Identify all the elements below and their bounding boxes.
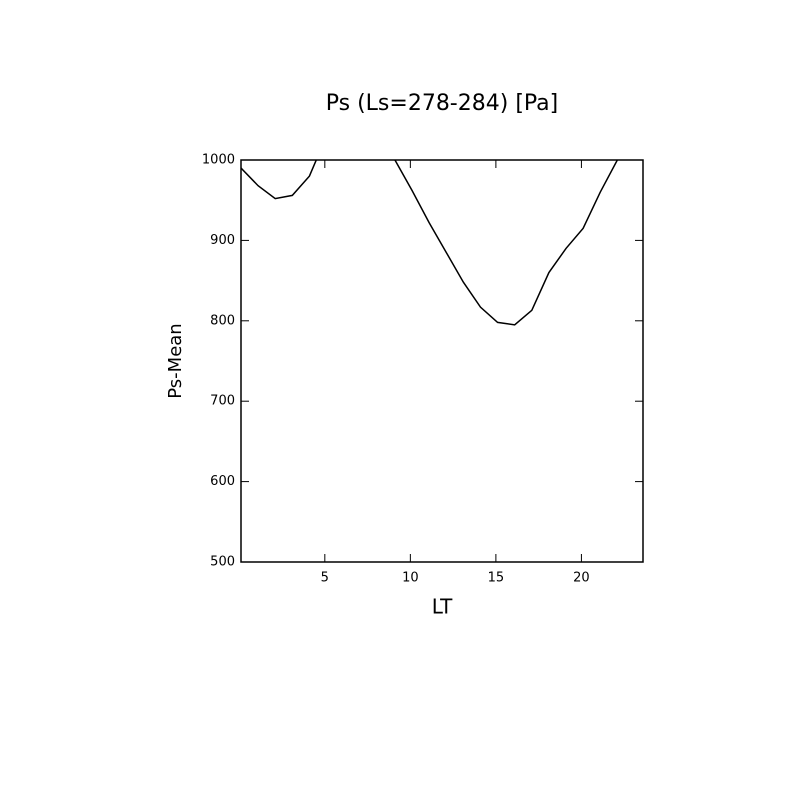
x-tick-label: 10 [402,571,419,586]
x-axis-label: LT [432,595,453,619]
y-tick-label: 1000 [202,153,235,168]
line-series [241,160,619,326]
x-tick-label: 20 [573,571,590,586]
y-axis-label: Ps-Mean [165,323,186,398]
plot-frame [240,159,644,563]
chart-title: Ps (Ls=278-284) [Pa] [326,91,559,116]
y-tick-label: 900 [210,233,235,248]
y-tick-label: 700 [210,394,235,409]
x-tick-label: 5 [321,571,329,586]
y-tick-label: 500 [210,555,235,570]
y-tick-label: 600 [210,474,235,489]
y-tick-label: 800 [210,313,235,328]
x-tick-label: 15 [488,571,505,586]
